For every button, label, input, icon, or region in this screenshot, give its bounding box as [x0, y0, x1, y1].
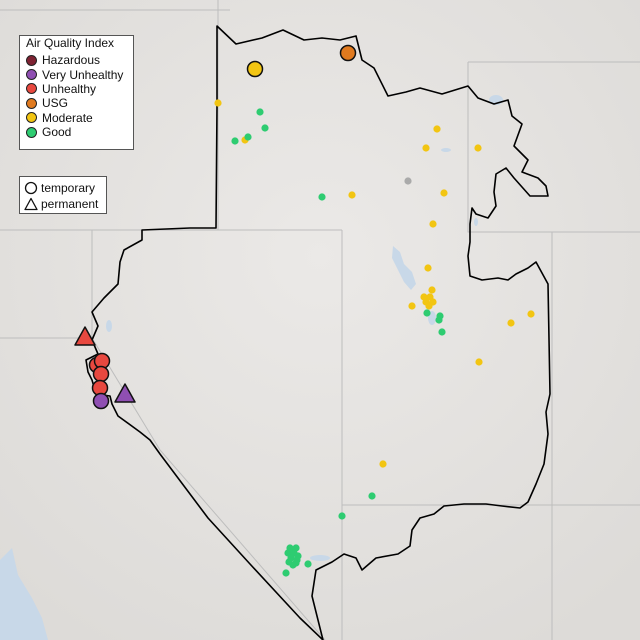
monitor-type-legend: temporary permanent: [19, 176, 107, 214]
permanent-label: permanent: [41, 197, 99, 211]
aqi-legend-good: Good: [20, 125, 133, 139]
good-sensor-point[interactable]: [292, 559, 300, 567]
good-sensor-point[interactable]: [318, 193, 326, 201]
good-sensor-point[interactable]: [304, 560, 312, 568]
lake-mead: [310, 555, 330, 561]
moderate-sensor-point[interactable]: [348, 191, 356, 199]
moderate-sensor-point[interactable]: [433, 125, 441, 133]
very-unhealthy-swatch-icon: [26, 69, 37, 81]
moderate-sensor-point[interactable]: [475, 358, 483, 366]
aqi-legend-unhealthy: Unhealthy: [20, 82, 133, 96]
good-sensor-point[interactable]: [244, 133, 252, 141]
moderate-sensor-point[interactable]: [408, 302, 416, 310]
very-unhealthy-permanent-monitor[interactable]: [114, 383, 136, 403]
usg-label: USG: [42, 96, 69, 111]
aqi-legend-usg: USG: [20, 96, 133, 110]
good-swatch-icon: [26, 126, 37, 138]
moderate-swatch-icon: [26, 112, 37, 124]
moderate-sensor-point[interactable]: [424, 264, 432, 272]
very-unhealthy-label: Very Unhealthy: [42, 67, 124, 82]
moderate-temporary-monitor[interactable]: [246, 60, 264, 78]
aqi-legend-title: Air Quality Index: [26, 36, 115, 50]
hazardous-label: Hazardous: [42, 53, 101, 68]
moderate-sensor-point[interactable]: [507, 319, 515, 327]
bear-lake: [474, 218, 478, 226]
type-legend-permanent: permanent: [20, 196, 106, 212]
good-sensor-point[interactable]: [438, 328, 446, 336]
moderate-sensor-point[interactable]: [474, 144, 482, 152]
good-sensor-point[interactable]: [338, 512, 346, 520]
usg-temporary-monitor[interactable]: [339, 44, 357, 62]
unhealthy-permanent-monitor[interactable]: [74, 326, 96, 346]
moderate-sensor-point[interactable]: [422, 144, 430, 152]
moderate-sensor-point[interactable]: [440, 189, 448, 197]
moderate-sensor-point[interactable]: [527, 310, 535, 318]
good-sensor-point[interactable]: [368, 492, 376, 500]
aqi-legend-hazardous: Hazardous: [20, 53, 133, 67]
good-sensor-point[interactable]: [282, 569, 290, 577]
pyramid-lake: [106, 320, 112, 332]
unhealthy-label: Unhealthy: [42, 81, 97, 96]
moderate-sensor-point[interactable]: [214, 99, 222, 107]
good-sensor-point[interactable]: [435, 316, 443, 324]
no-data-sensor-point[interactable]: [404, 177, 412, 185]
american-falls-reservoir: [441, 148, 451, 152]
good-sensor-point[interactable]: [231, 137, 239, 145]
triangle-icon: [24, 197, 38, 211]
good-sensor-point[interactable]: [261, 124, 269, 132]
hazardous-swatch-icon: [26, 54, 37, 66]
very-unhealthy-temporary-monitor[interactable]: [92, 392, 110, 410]
unhealthy-temporary-monitor[interactable]: [92, 365, 110, 383]
good-sensor-point[interactable]: [256, 108, 264, 116]
great-salt-lake: [392, 246, 416, 290]
moderate-sensor-point[interactable]: [428, 286, 436, 294]
good-label: Good: [42, 125, 72, 140]
moderate-sensor-point[interactable]: [379, 460, 387, 468]
ocean: [0, 548, 48, 640]
moderate-sensor-point[interactable]: [425, 302, 433, 310]
aqi-legend-very-unhealthy: Very Unhealthy: [20, 67, 133, 82]
moderate-label: Moderate: [42, 110, 93, 125]
aqi-legend-moderate: Moderate: [20, 111, 133, 125]
aqi-legend: Air Quality Index Hazardous Very Unhealt…: [19, 35, 134, 150]
usg-swatch-icon: [26, 97, 37, 109]
unhealthy-swatch-icon: [26, 83, 37, 95]
circle-icon: [24, 181, 38, 195]
moderate-sensor-point[interactable]: [429, 220, 437, 228]
good-sensor-point[interactable]: [423, 309, 431, 317]
temporary-label: temporary: [41, 181, 96, 195]
sensor-layer: [74, 44, 535, 577]
type-legend-temporary: temporary: [20, 180, 106, 196]
